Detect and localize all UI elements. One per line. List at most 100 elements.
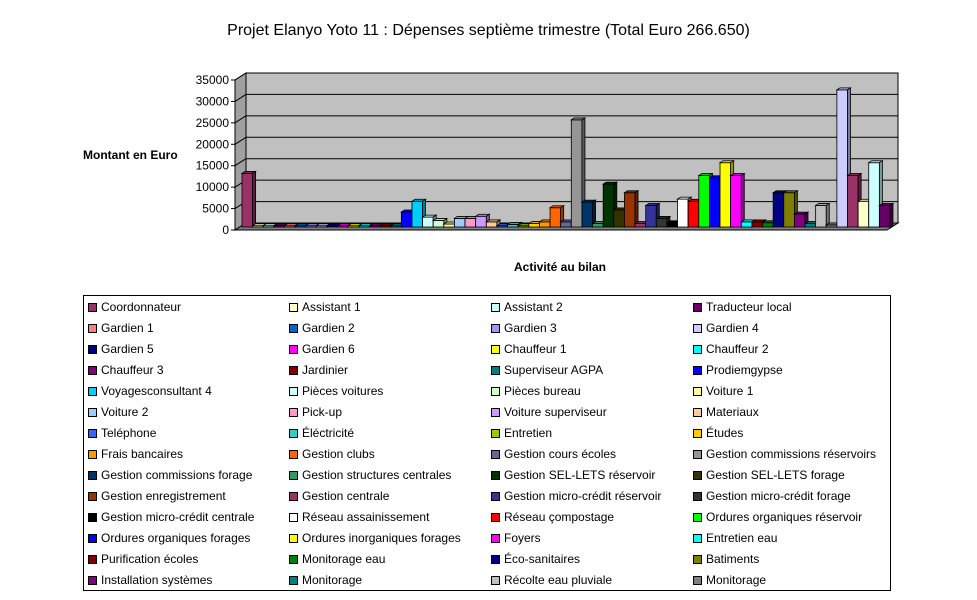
legend-swatch [693, 408, 702, 417]
legend-swatch [491, 366, 500, 375]
legend-swatch [289, 324, 298, 333]
legend-swatch [289, 450, 298, 459]
legend-label: Gestion micro-crédit réservoir [504, 489, 662, 503]
bar-front [687, 200, 700, 228]
y-axis: 0 5000 10000 15000 20000 25000 30000 35000 [196, 73, 236, 237]
legend-swatch [693, 429, 702, 438]
legend-label: Ordures inorganiques forages [302, 531, 461, 545]
bar-front [730, 175, 742, 228]
legend-swatch [693, 450, 702, 459]
legend-label: Assistant 1 [302, 300, 361, 314]
bar [814, 202, 831, 228]
bar-front [464, 218, 477, 228]
legend-label: Chauffeur 2 [706, 342, 769, 356]
legend-swatch [289, 303, 298, 312]
legend-swatch [88, 534, 97, 543]
legend-label: Installation systèmes [101, 573, 213, 587]
bar-front [432, 220, 445, 228]
legend-label: Réseau assainissement [302, 510, 430, 524]
legend-label: Gestion centrale [302, 489, 390, 503]
bar-front [602, 183, 615, 228]
legend-swatch [693, 471, 702, 480]
legend-label: Pièces voitures [302, 384, 384, 398]
y-tick-label: 30000 [196, 94, 230, 108]
y-tick-label: 5000 [202, 202, 229, 216]
bar-front [698, 175, 710, 228]
y-tick-label: 10000 [196, 180, 230, 194]
legend-swatch [491, 387, 500, 396]
legend-swatch [88, 429, 97, 438]
legend-swatch [289, 555, 298, 564]
legend-swatch [491, 471, 500, 480]
legend-swatch [289, 345, 298, 354]
bar-front [857, 200, 870, 228]
legend-label: Monitorage eau [302, 552, 386, 566]
bar-front [847, 175, 859, 228]
legend-label: Gestion micro-crédit centrale [101, 510, 255, 524]
bar-front [740, 221, 753, 228]
legend-swatch [491, 492, 500, 501]
legend-swatch [88, 555, 97, 564]
x-axis-label: Activité au bilan [513, 260, 607, 274]
legend-label: Gardien 3 [504, 321, 557, 335]
legend-label: Monitorage [706, 573, 767, 587]
bar-side [740, 172, 745, 228]
legend-label: Superviseur AGPA [504, 363, 604, 377]
legend-label: Réseau çompostage [504, 510, 615, 524]
gridline-side [234, 136, 247, 145]
bar-front [241, 173, 254, 228]
legend-swatch [289, 408, 298, 417]
legend-swatch [289, 576, 298, 585]
legend-label: Gardien 1 [101, 321, 154, 335]
legend-swatch [88, 324, 97, 333]
bar-side [252, 170, 257, 228]
bar-front [528, 223, 540, 228]
legend-swatch [88, 408, 97, 417]
legend-label: Ordures organiques forages [101, 531, 251, 545]
bar-front [868, 162, 880, 228]
bar-front [454, 218, 466, 228]
legend-label: Gestion commissions réservoirs [706, 447, 877, 461]
legend-swatch [693, 324, 702, 333]
plot-walls [233, 72, 900, 231]
legend-swatch [491, 576, 500, 585]
legend-swatch [289, 513, 298, 522]
legend-label: Chauffeur 1 [504, 342, 567, 356]
bar-front [613, 209, 625, 228]
legend-label: Batiments [706, 552, 760, 566]
bar-front [411, 200, 423, 228]
legend-label: Gestion structures centrales [302, 468, 452, 482]
legend-label: Gardien 6 [302, 342, 355, 356]
legend-swatch [491, 555, 500, 564]
legend-label: Frais bancaires [101, 447, 184, 461]
bar-front [762, 222, 774, 228]
legend-swatch [491, 303, 500, 312]
legend-swatch [289, 471, 298, 480]
bar [506, 221, 523, 228]
legend-label: Foyers [504, 531, 541, 545]
bar-front [836, 89, 848, 228]
bar [580, 199, 597, 228]
chart-title: Projet Elanyo Yoto 11 : Dépenses septièm… [227, 22, 750, 39]
legend-label: Gestion SEL-LETS forage [706, 468, 845, 482]
legend-label: Voiture 1 [706, 384, 754, 398]
legend-swatch [491, 408, 500, 417]
legend-label: Gardien 2 [302, 321, 355, 335]
bar-front [475, 215, 487, 228]
legend-swatch [693, 576, 702, 585]
bar-front [751, 221, 763, 228]
legend-label: Récolte eau pluviale [504, 573, 613, 587]
bar-front [719, 162, 732, 228]
bar [878, 202, 895, 228]
legend-label: Éléctricité [302, 426, 355, 440]
bar-side [889, 202, 894, 228]
legend-label: Études [706, 426, 744, 440]
legend-label: Traducteur local [706, 300, 792, 314]
bar-front [592, 223, 604, 228]
bar-front [655, 218, 668, 228]
bar-front [485, 221, 498, 228]
bar-chart-plot: 0 5000 10000 15000 20000 25000 30000 35000 [196, 72, 900, 237]
bar-front [772, 192, 785, 228]
legend-label: Pièces bureau [504, 384, 581, 398]
legend-label: Chauffeur 3 [101, 363, 164, 377]
